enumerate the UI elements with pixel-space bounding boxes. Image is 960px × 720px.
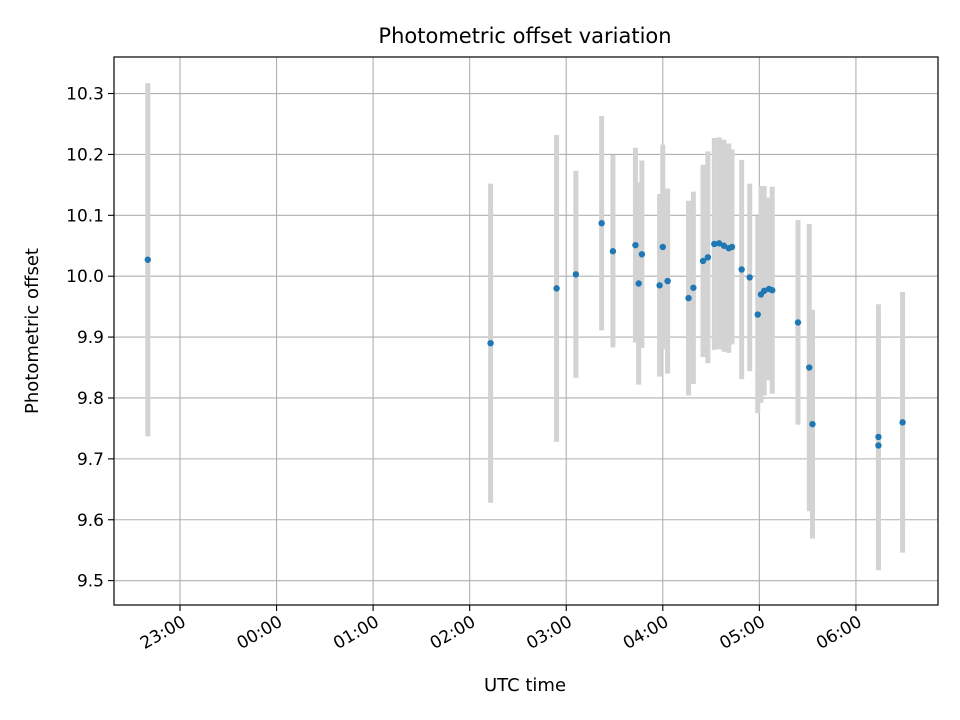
data-point bbox=[738, 266, 745, 273]
data-point bbox=[711, 240, 718, 248]
data-point bbox=[635, 280, 642, 287]
data-point bbox=[809, 420, 816, 428]
y-tick-label: 9.5 bbox=[77, 572, 104, 592]
y-tick-label: 9.9 bbox=[77, 328, 104, 348]
data-point bbox=[144, 256, 151, 263]
data-point bbox=[746, 274, 753, 281]
data-point bbox=[794, 319, 802, 326]
data-point bbox=[715, 240, 723, 247]
y-tick-label: 10.2 bbox=[66, 145, 104, 165]
data-point bbox=[598, 220, 605, 227]
data-point bbox=[487, 339, 494, 347]
y-axis-label: Photometric offset bbox=[22, 248, 43, 414]
data-point bbox=[664, 277, 671, 285]
y-tick-label: 10.1 bbox=[66, 206, 104, 226]
data-point bbox=[690, 284, 697, 291]
data-point bbox=[899, 419, 906, 426]
data-point bbox=[720, 242, 728, 249]
data-point bbox=[760, 287, 768, 295]
plot-frame bbox=[113, 56, 939, 606]
data-point bbox=[728, 243, 736, 251]
data-point bbox=[704, 254, 712, 261]
y-axis: 9.5 9.6 9.7 9.8 9.9 10.0 10.1 10.2 10.3 bbox=[66, 85, 114, 592]
data-point bbox=[806, 364, 813, 371]
y-tick-label: 9.7 bbox=[77, 450, 104, 470]
y-tick-label: 10.3 bbox=[66, 85, 104, 105]
y-tick-label: 9.8 bbox=[77, 389, 104, 409]
data-point bbox=[875, 433, 882, 441]
data-point bbox=[875, 442, 882, 449]
data-point bbox=[553, 285, 560, 292]
data-point bbox=[769, 287, 776, 294]
chart-title: Photometric offset variation bbox=[378, 24, 671, 48]
y-tick-label: 9.6 bbox=[77, 511, 104, 531]
data-point bbox=[609, 248, 617, 255]
data-point bbox=[699, 257, 707, 265]
y-tick-label: 10.0 bbox=[66, 267, 104, 287]
data-points bbox=[144, 220, 906, 449]
data-point bbox=[632, 241, 639, 249]
data-point bbox=[656, 282, 663, 289]
data-point bbox=[659, 243, 666, 251]
x-axis-label: UTC time bbox=[484, 675, 566, 696]
data-point bbox=[685, 294, 692, 302]
data-point bbox=[572, 271, 580, 278]
data-point bbox=[754, 311, 761, 318]
data-point bbox=[638, 251, 646, 258]
